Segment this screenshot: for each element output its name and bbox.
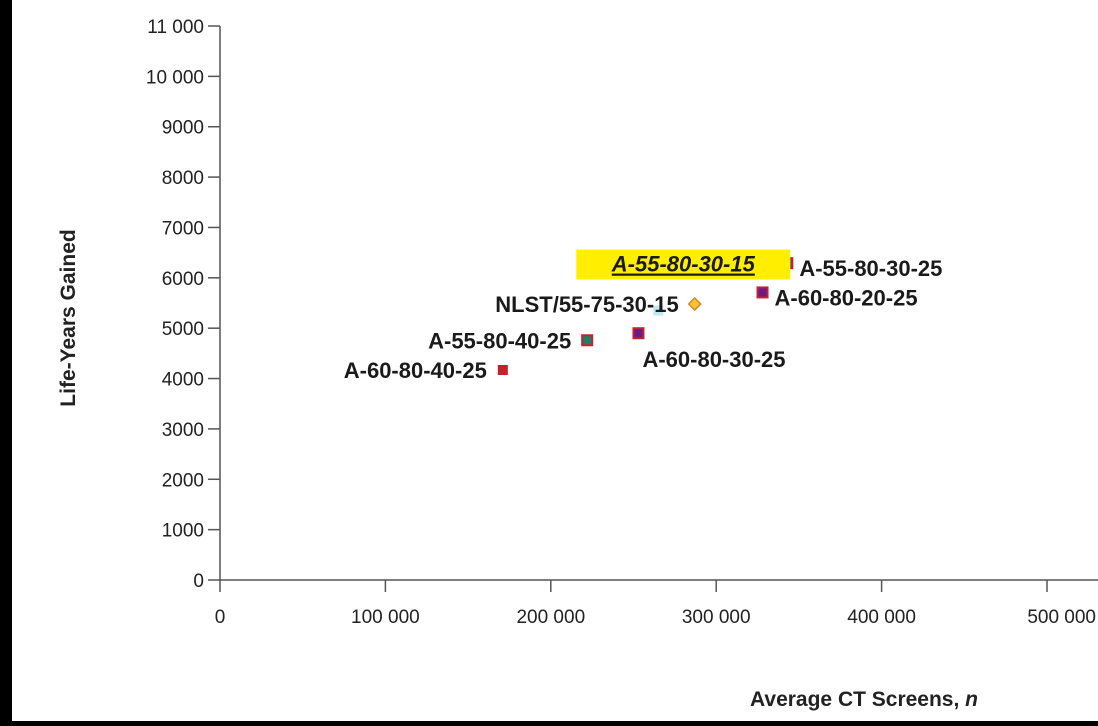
point-label: A-60-80-40-25: [344, 358, 487, 383]
x-tick-label: 0: [215, 607, 226, 628]
point-label: A-60-80-30-25: [642, 347, 785, 372]
point-label: NLST/55-75-30-15: [495, 292, 678, 317]
y-tick-label: 10 000: [146, 67, 204, 88]
y-tick-label: 2000: [162, 470, 204, 491]
point-label: A-55-80-30-15: [611, 252, 756, 277]
y-tick-label: 3000: [162, 420, 204, 441]
highlight-box: [576, 249, 791, 280]
point-label: A-60-80-20-25: [775, 285, 918, 310]
y-tick-label: 8000: [162, 168, 204, 189]
data-point-a-60-80-30-25: [632, 327, 645, 340]
y-tick-label: 5000: [162, 319, 204, 340]
y-axis-title: Life-Years Gained: [57, 229, 80, 406]
plot-background: [12, 0, 1098, 721]
y-tick-label: 6000: [162, 269, 204, 290]
y-tick-label: 4000: [162, 370, 204, 391]
data-point-a-60-80-40-25: [497, 364, 508, 375]
y-tick-label: 0: [193, 571, 204, 592]
data-point-a-55-80-30-15: [653, 305, 664, 316]
x-axis-title-n: n: [965, 688, 978, 711]
point-labels-group: A-60-80-40-25 A-55-80-40-25 A-60-80-30-25 N…: [344, 249, 942, 383]
y-tick-label: 7000: [162, 218, 204, 239]
x-tick-label: 300 000: [682, 607, 751, 628]
point-label: A-55-80-30-25: [799, 256, 942, 281]
data-point-nlst-55-75-30-15: [687, 296, 702, 312]
x-tick-label: 200 000: [516, 607, 585, 628]
x-axis-title: Average CT Screens, n: [750, 688, 978, 711]
y-tick-label: 9000: [162, 118, 204, 139]
y-tick-label: 1000: [162, 521, 204, 542]
x-tick-label: 100 000: [351, 607, 420, 628]
axes: [219, 26, 1098, 581]
y-tick-label: 11 000: [147, 17, 204, 38]
x-tick-label: 400 000: [847, 607, 916, 628]
x-tick-label: 500 000: [1027, 607, 1096, 628]
data-point-a-60-80-20-25: [756, 286, 769, 299]
x-axis-title-text: Average CT Screens,: [750, 688, 965, 711]
point-label: A-55-80-40-25: [428, 328, 571, 353]
data-point-a-55-80-40-25: [581, 334, 594, 347]
tick-group: 0 1000 2000 3000 4000 5000 6000 7000 8000 9000 10 …: [146, 17, 1096, 628]
